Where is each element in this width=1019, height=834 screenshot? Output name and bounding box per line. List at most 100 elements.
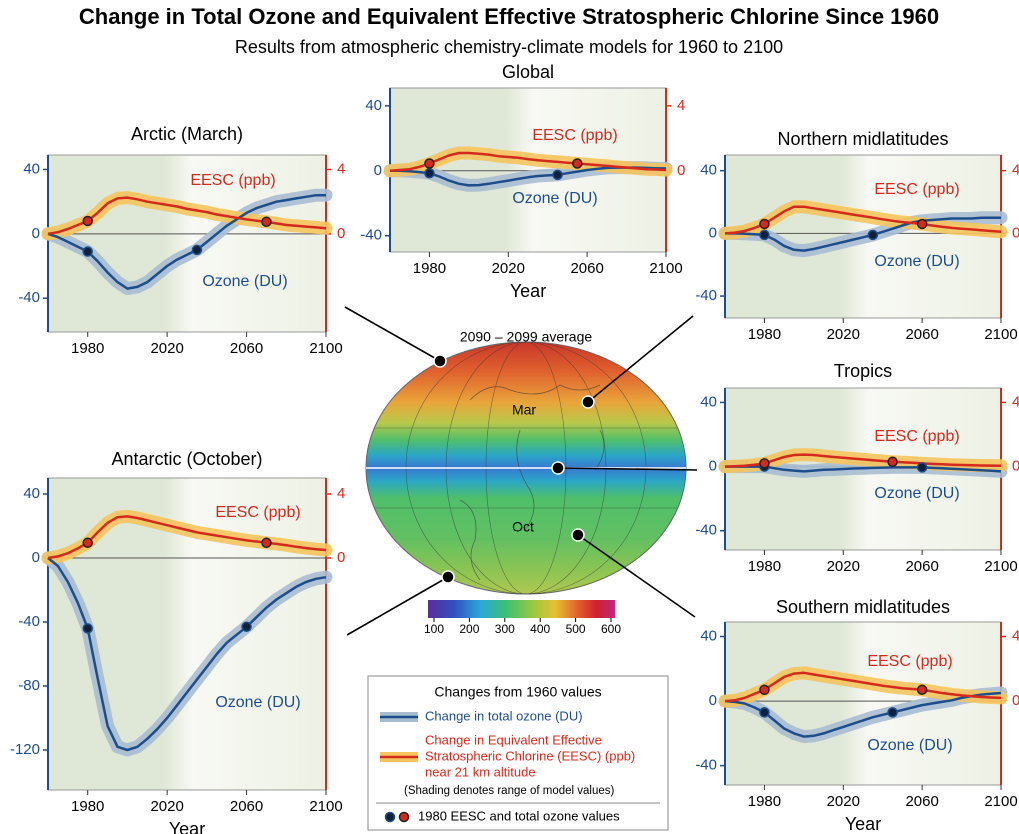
y-tick-label: 0 xyxy=(709,458,717,475)
x-tick-label: 2020 xyxy=(827,558,860,575)
legend-label: Stratospheric Chlorine (EESC) (ppb) xyxy=(425,748,635,763)
panel: Northern midlatitudes -40 0 40 0 4 1980 2020 206… xyxy=(695,129,1019,343)
x-tick-label: 1980 xyxy=(748,326,781,343)
y-tick-label: -40 xyxy=(18,289,40,306)
y2-tick-label: 4 xyxy=(337,485,345,502)
y-tick-label: 40 xyxy=(700,393,717,410)
map: 2090 – 2099 average Mar Oct xyxy=(344,306,698,636)
marker xyxy=(759,684,770,696)
x-tick-label: 1980 xyxy=(71,798,104,815)
panel: Global -40 0 40 0 4 1980 2020 2060 2100 Year Ozone … xyxy=(360,62,685,301)
colorbar-tick-label: 500 xyxy=(566,622,586,636)
y2-tick-label: 4 xyxy=(1012,393,1019,410)
legend-label: near 21 km altitude xyxy=(425,764,536,779)
y-tick-label: -40 xyxy=(18,613,40,630)
y-tick-label: 40 xyxy=(700,627,717,644)
y-tick-label: 0 xyxy=(32,225,40,242)
series-line xyxy=(724,205,1002,235)
subtitle: Results from atmospheric chemistry-clima… xyxy=(235,37,783,57)
y-tick-label: -120 xyxy=(10,741,40,758)
marker xyxy=(916,684,928,696)
x-tick-label: 2020 xyxy=(492,260,525,277)
plot-area xyxy=(47,154,327,333)
series-label: EESC (ppb) xyxy=(867,653,952,670)
legend-title: Changes from 1960 values xyxy=(434,684,601,700)
colorbar-tick-label: 200 xyxy=(459,622,479,636)
panel: Tropics -40 0 40 0 4 1980 2020 2060 2100 Ozone (DU… xyxy=(695,361,1019,575)
series-line xyxy=(724,691,1002,738)
series-line xyxy=(47,557,327,752)
marker xyxy=(759,218,770,230)
legend-label: Change in Equivalent Effective xyxy=(425,732,602,747)
y-tick-label: -40 xyxy=(695,757,717,774)
marker xyxy=(916,218,928,230)
y2-tick-label: 0 xyxy=(1012,224,1019,241)
panel-title: Antarctic (October) xyxy=(111,449,262,469)
y2-tick-label: 0 xyxy=(1012,458,1019,475)
marker xyxy=(424,167,435,179)
y2-tick-label: 4 xyxy=(677,97,685,114)
series-label: Ozone (DU) xyxy=(867,737,952,754)
colorbar-tick-label: 400 xyxy=(530,622,550,636)
marker xyxy=(261,216,272,228)
legend: Changes from 1960 values Change in total… xyxy=(367,675,669,831)
legend-label: Change in total ozone (DU) xyxy=(425,708,583,723)
panel-title: Northern midlatitudes xyxy=(777,129,948,149)
y-tick-label: -40 xyxy=(695,522,717,539)
x-tick-label: 1980 xyxy=(748,558,781,575)
marker xyxy=(916,462,928,473)
y-tick-label: 40 xyxy=(700,162,717,179)
x-tick-label: 2020 xyxy=(150,798,183,815)
legend-marker xyxy=(398,811,410,823)
panel: Arctic (March) -40 0 40 0 4 1980 2020 2060 2100 Oz… xyxy=(18,124,345,357)
y-tick-label: -80 xyxy=(18,677,40,694)
series-label: Ozone (DU) xyxy=(874,485,959,502)
series-label: EESC (ppb) xyxy=(874,181,959,198)
x-axis-label: Year xyxy=(845,814,881,834)
colorbar xyxy=(428,600,615,618)
y2-tick-label: 0 xyxy=(677,162,685,179)
series-line xyxy=(724,453,1002,468)
series-label: Ozone (DU) xyxy=(874,253,959,270)
panel-title: Global xyxy=(502,62,554,82)
connectors xyxy=(344,306,698,636)
marker xyxy=(82,246,93,257)
y-tick-label: 40 xyxy=(365,97,382,114)
legend-label: 1980 EESC and total ozone values xyxy=(418,808,620,823)
panel-title: Arctic (March) xyxy=(131,124,243,144)
y2-tick-label: 0 xyxy=(1012,692,1019,709)
x-tick-label: 2100 xyxy=(984,326,1017,343)
series-label: EESC (ppb) xyxy=(215,504,300,521)
marker xyxy=(552,169,563,181)
x-tick-label: 2020 xyxy=(827,326,860,343)
series-label: EESC (ppb) xyxy=(874,428,959,445)
series-line xyxy=(47,193,326,290)
marker xyxy=(759,458,770,469)
x-tick-label: 2020 xyxy=(827,793,860,810)
y-tick-label: 0 xyxy=(32,549,40,566)
panel: Southern midlatitudes -40 0 40 0 4 1980 2020 206… xyxy=(695,597,1019,834)
map-label: Mar xyxy=(512,402,536,418)
series-line xyxy=(47,515,327,560)
x-axis-label: Year xyxy=(510,281,546,301)
panel-title: Tropics xyxy=(834,361,892,381)
panel: Antarctic (October) -120 -80 -40 0 40 0 4 1980 20… xyxy=(10,449,345,834)
x-tick-label: 1980 xyxy=(748,793,781,810)
marker xyxy=(572,158,583,169)
marker xyxy=(261,537,272,549)
x-tick-label: 2100 xyxy=(649,260,682,277)
x-tick-label: 2060 xyxy=(905,558,938,575)
x-tick-label: 2060 xyxy=(570,260,603,277)
y-tick-label: 40 xyxy=(23,160,40,177)
x-tick-label: 2100 xyxy=(309,798,342,815)
y2-tick-label: 4 xyxy=(1012,162,1019,179)
colorbar-tick-label: 300 xyxy=(495,622,515,636)
legend-note: (Shading denotes range of model values) xyxy=(404,785,615,797)
x-tick-label: 2100 xyxy=(984,793,1017,810)
series-line xyxy=(389,151,667,173)
marker xyxy=(82,623,93,634)
marker xyxy=(191,244,203,256)
y-tick-label: 0 xyxy=(709,224,717,241)
